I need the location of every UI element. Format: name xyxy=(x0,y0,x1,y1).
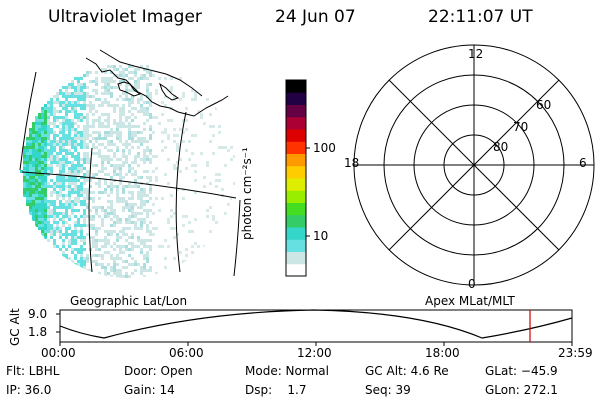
mlt-label-18: 18 xyxy=(344,156,360,170)
colorbar-cell xyxy=(286,116,306,130)
altitude-xtick: 06:00 xyxy=(169,346,204,360)
mlat-label-70: 70 xyxy=(513,120,529,134)
altitude-ytick: 9.0 xyxy=(28,307,48,321)
altitude-plot xyxy=(56,309,573,346)
colorbar-cell xyxy=(286,202,306,216)
altitude-xtick: 23:59 xyxy=(558,346,593,360)
coastline xyxy=(99,49,203,97)
altitude-curve xyxy=(59,309,573,339)
status-mode: Mode: Normal xyxy=(245,364,329,378)
colorbar-cell xyxy=(286,227,306,240)
colorbar-cell xyxy=(286,129,306,142)
polar-plot xyxy=(353,44,595,286)
colorbar xyxy=(285,79,310,277)
colorbar-tick-10: 10 xyxy=(313,229,329,243)
status-glon: GLon: 272.1 xyxy=(485,383,558,397)
polar-spoke xyxy=(388,79,560,251)
colorbar-cell xyxy=(286,104,306,118)
longitude-line xyxy=(175,111,187,273)
longitude-line xyxy=(233,199,241,277)
status-glat: GLat: −45.9 xyxy=(485,364,558,378)
colorbar-cell xyxy=(286,92,306,105)
colorbar-cell xyxy=(286,80,306,93)
status-ip: IP: 36.0 xyxy=(6,383,52,397)
mlt-label-12: 12 xyxy=(468,47,484,61)
colorbar-cell xyxy=(286,214,306,228)
colorbar-cell xyxy=(286,141,306,154)
status-gc-alt: GC Alt: 4.6 Re xyxy=(365,364,449,378)
coastline xyxy=(159,82,180,101)
colorbar-cell xyxy=(286,178,306,191)
polar-panel-label: Apex MLat/MLT xyxy=(425,294,515,308)
longitude-line xyxy=(19,71,37,171)
colorbar-cell xyxy=(286,263,306,277)
coastline xyxy=(85,57,229,117)
status-gain: Gain: 14 xyxy=(124,383,175,397)
altitude-xtick: 12:00 xyxy=(297,346,332,360)
status-flt: Flt: LBHL xyxy=(6,364,60,378)
mlt-label-6: 6 xyxy=(579,156,587,170)
geographic-map xyxy=(19,49,241,278)
mlat-label-80: 80 xyxy=(493,140,509,154)
altitude-ylabel: GC Alt xyxy=(8,308,22,346)
longitude-line xyxy=(88,147,93,273)
colorbar-cell xyxy=(286,165,306,179)
coastline xyxy=(117,81,142,97)
date-label: 24 Jun 07 xyxy=(275,7,356,27)
status-door: Door: Open xyxy=(124,364,193,378)
colorbar-cell xyxy=(286,190,306,203)
status-seq: Seq: 39 xyxy=(365,383,411,397)
status-dsp: Dsp: 1.7 xyxy=(245,383,307,397)
latitude-line xyxy=(21,171,237,199)
uv-emission-pixels xyxy=(20,65,236,278)
colorbar-cell xyxy=(286,239,306,252)
geo-panel-label: Geographic Lat/Lon xyxy=(70,294,188,308)
altitude-ytick: 1.8 xyxy=(28,325,48,339)
mlt-label-0: 0 xyxy=(468,277,476,291)
colorbar-cell xyxy=(286,153,306,167)
altitude-xtick: 18:00 xyxy=(425,346,460,360)
colorbar-unit-label: photon cm⁻²s⁻¹ xyxy=(240,147,254,240)
instrument-title: Ultraviolet Imager xyxy=(48,7,202,27)
mlat-label-60: 60 xyxy=(536,98,552,112)
colorbar-tick-100: 100 xyxy=(313,141,336,155)
time-label: 22:11:07 UT xyxy=(428,7,533,27)
altitude-xtick: 00:00 xyxy=(41,346,76,360)
colorbar-cell xyxy=(286,251,306,265)
